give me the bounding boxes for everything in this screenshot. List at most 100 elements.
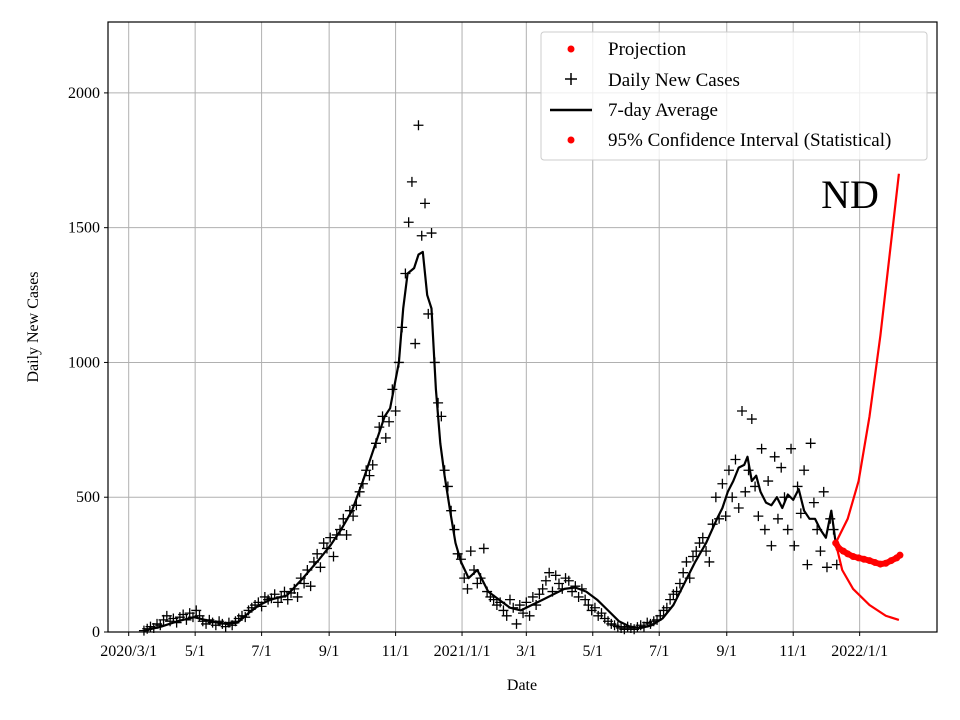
legend: Projection Daily New Cases 7-day Average… bbox=[540, 31, 928, 161]
daily-case-marker bbox=[511, 618, 522, 629]
daily-case-marker bbox=[720, 511, 731, 522]
projection-point bbox=[860, 555, 868, 563]
daily-case-marker bbox=[292, 591, 303, 602]
daily-case-marker bbox=[504, 594, 515, 605]
daily-case-marker bbox=[583, 600, 594, 611]
daily-case-marker bbox=[420, 198, 431, 209]
daily-case-marker bbox=[704, 556, 715, 567]
chart-title: ND bbox=[821, 172, 879, 217]
projection-point bbox=[832, 539, 840, 547]
daily-case-marker bbox=[710, 492, 721, 503]
x-tick-label: 2020/3/1 bbox=[100, 643, 157, 660]
daily-case-marker bbox=[730, 454, 741, 465]
y-tick-label: 0 bbox=[92, 624, 100, 641]
daily-case-marker bbox=[521, 597, 532, 608]
x-tick-label: 5/1 bbox=[185, 643, 205, 660]
daily-case-marker bbox=[472, 578, 483, 589]
daily-case-marker bbox=[697, 532, 708, 543]
x-tick-label: 7/1 bbox=[251, 643, 271, 660]
x-tick-label: 2021/1/1 bbox=[434, 643, 491, 660]
daily-case-marker bbox=[701, 546, 712, 557]
projection-point bbox=[855, 554, 863, 562]
daily-case-marker bbox=[821, 562, 832, 573]
tick-labels: 2020/3/1 5/1 7/1 9/1 11/1 2021/1/1 3/1 5/1 7/1 9/… bbox=[68, 85, 888, 660]
y-tick-label: 2000 bbox=[68, 85, 100, 102]
daily-case-marker bbox=[178, 609, 189, 620]
daily-case-marker bbox=[789, 540, 800, 551]
daily-case-marker bbox=[341, 529, 352, 540]
daily-case-marker bbox=[727, 492, 738, 503]
daily-case-marker bbox=[416, 230, 427, 241]
daily-case-marker bbox=[498, 605, 509, 616]
daily-case-marker bbox=[403, 217, 414, 228]
daily-case-marker bbox=[808, 497, 819, 508]
daily-case-marker bbox=[514, 600, 525, 611]
daily-case-marker bbox=[570, 581, 581, 592]
projection-point bbox=[896, 551, 904, 559]
x-tick-label: 5/1 bbox=[583, 643, 603, 660]
y-axis-label: Daily New Cases bbox=[25, 271, 42, 382]
daily-case-marker bbox=[694, 538, 705, 549]
daily-case-marker bbox=[805, 438, 816, 449]
x-tick-label: 2022/1/1 bbox=[831, 643, 888, 660]
daily-case-marker bbox=[272, 597, 283, 608]
daily-case-marker bbox=[410, 338, 421, 349]
legend-label-projection: Projection bbox=[608, 39, 687, 60]
x-tick-label: 11/1 bbox=[382, 643, 410, 660]
daily-case-marker bbox=[315, 562, 326, 573]
daily-case-marker bbox=[279, 586, 290, 597]
daily-case-marker bbox=[799, 465, 810, 476]
daily-case-marker bbox=[540, 575, 551, 586]
daily-case-marker bbox=[665, 594, 676, 605]
daily-case-marker bbox=[782, 524, 793, 535]
daily-case-marker bbox=[818, 486, 829, 497]
daily-case-marker bbox=[544, 567, 555, 578]
projection-point bbox=[849, 553, 857, 561]
daily-case-marker bbox=[596, 608, 607, 619]
legend-marker-cases bbox=[565, 73, 577, 85]
daily-case-marker bbox=[580, 594, 591, 605]
daily-case-marker bbox=[746, 414, 757, 425]
daily-case-marker bbox=[733, 503, 744, 514]
daily-case-marker bbox=[766, 540, 777, 551]
daily-case-marker bbox=[325, 532, 336, 543]
daily-case-marker bbox=[573, 591, 584, 602]
daily-case-marker bbox=[299, 578, 310, 589]
projection-point bbox=[871, 558, 879, 566]
daily-case-marker bbox=[753, 511, 764, 522]
daily-case-marker bbox=[756, 443, 767, 454]
daily-case-marker bbox=[426, 228, 437, 239]
daily-case-marker bbox=[413, 120, 424, 131]
legend-marker-ci bbox=[567, 136, 575, 144]
daily-case-marker bbox=[681, 556, 692, 567]
daily-case-marker bbox=[717, 478, 728, 489]
daily-case-marker bbox=[318, 538, 329, 549]
projection-point bbox=[876, 560, 884, 568]
daily-case-marker bbox=[678, 567, 689, 578]
daily-case-marker bbox=[161, 610, 172, 621]
daily-case-marker bbox=[786, 443, 797, 454]
daily-case-marker bbox=[687, 551, 698, 562]
x-tick-label: 9/1 bbox=[717, 643, 737, 660]
daily-case-marker bbox=[776, 462, 787, 473]
daily-case-marker bbox=[406, 176, 417, 187]
projection-point bbox=[882, 559, 890, 567]
daily-case-marker bbox=[589, 602, 600, 613]
daily-case-marker bbox=[380, 432, 391, 443]
projection-point bbox=[844, 550, 852, 558]
daily-case-marker bbox=[534, 589, 545, 600]
daily-case-marker bbox=[390, 405, 401, 416]
daily-case-marker bbox=[763, 476, 774, 487]
y-tick-label: 1000 bbox=[68, 354, 100, 371]
seven-day-average-line bbox=[143, 250, 837, 632]
x-tick-label: 7/1 bbox=[649, 643, 669, 660]
legend-label-average: 7-day Average bbox=[608, 100, 718, 121]
series bbox=[138, 120, 904, 636]
daily-case-marker bbox=[723, 465, 734, 476]
ci-upper-line bbox=[834, 173, 900, 544]
daily-case-marker bbox=[527, 591, 538, 602]
daily-case-marker bbox=[191, 605, 202, 616]
y-tick-label: 1500 bbox=[68, 220, 100, 237]
ci-lower-line bbox=[834, 542, 900, 621]
